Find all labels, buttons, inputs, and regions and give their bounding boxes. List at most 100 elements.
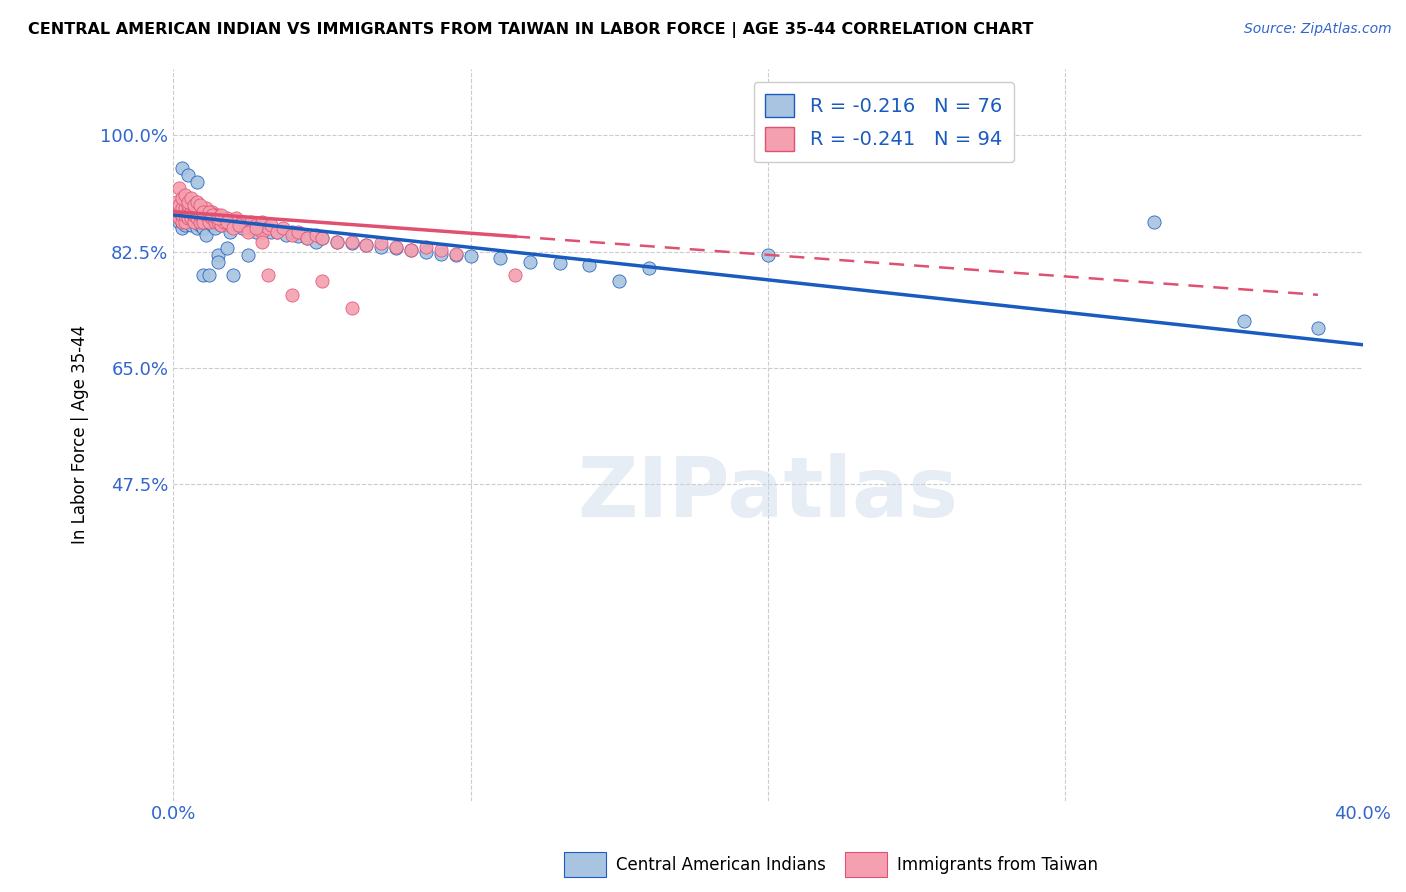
Point bbox=[242, 221, 264, 235]
Point bbox=[430, 246, 453, 260]
Point bbox=[198, 208, 221, 222]
Point bbox=[167, 214, 190, 228]
Point bbox=[174, 218, 197, 232]
Point bbox=[201, 208, 224, 222]
Point bbox=[252, 235, 274, 249]
Point bbox=[281, 227, 304, 242]
Point bbox=[340, 235, 363, 250]
Point bbox=[239, 214, 262, 228]
Point bbox=[228, 214, 250, 228]
Point bbox=[183, 198, 205, 212]
Point bbox=[215, 241, 238, 255]
Point bbox=[172, 202, 194, 216]
Text: Source: ZipAtlas.com: Source: ZipAtlas.com bbox=[1244, 22, 1392, 37]
Point bbox=[519, 254, 541, 268]
Point bbox=[257, 221, 280, 235]
Point bbox=[198, 211, 221, 226]
Point bbox=[165, 202, 187, 216]
Point bbox=[204, 208, 226, 222]
Point bbox=[225, 211, 247, 226]
Point bbox=[165, 208, 187, 222]
Point bbox=[207, 214, 229, 228]
Point bbox=[198, 214, 221, 228]
Point bbox=[186, 198, 208, 212]
Point bbox=[186, 221, 208, 235]
Point bbox=[191, 268, 214, 282]
Point bbox=[356, 238, 378, 252]
Point bbox=[221, 268, 243, 282]
Point bbox=[311, 231, 333, 245]
Point bbox=[180, 191, 202, 205]
Legend: R = -0.216   N = 76, R = -0.241   N = 94: R = -0.216 N = 76, R = -0.241 N = 94 bbox=[754, 82, 1014, 162]
Point bbox=[311, 231, 333, 245]
Point bbox=[188, 208, 211, 222]
Point bbox=[188, 198, 211, 212]
Point bbox=[172, 214, 194, 228]
Point bbox=[165, 194, 187, 209]
Point bbox=[207, 254, 229, 268]
Point bbox=[183, 202, 205, 216]
Point bbox=[186, 204, 208, 219]
Point bbox=[180, 218, 202, 232]
Point bbox=[183, 204, 205, 219]
Point bbox=[174, 188, 197, 202]
Point bbox=[326, 235, 349, 249]
Point bbox=[281, 225, 304, 239]
Point bbox=[236, 218, 259, 232]
Point bbox=[221, 214, 243, 228]
Y-axis label: In Labor Force | Age 35-44: In Labor Force | Age 35-44 bbox=[72, 325, 89, 544]
Point bbox=[245, 221, 267, 235]
Point bbox=[204, 221, 226, 235]
Point bbox=[209, 218, 232, 232]
Point bbox=[295, 231, 318, 245]
Point bbox=[207, 248, 229, 262]
Point bbox=[548, 256, 571, 270]
Point bbox=[370, 240, 392, 254]
Point bbox=[370, 235, 392, 250]
Point bbox=[221, 221, 243, 235]
Point bbox=[215, 214, 238, 228]
Point bbox=[385, 241, 408, 255]
Point bbox=[201, 211, 224, 226]
Point bbox=[180, 211, 202, 226]
Point bbox=[340, 235, 363, 249]
Point bbox=[1233, 314, 1256, 328]
Point bbox=[167, 211, 190, 226]
Point bbox=[221, 214, 243, 228]
Point bbox=[252, 214, 274, 228]
Point bbox=[212, 214, 235, 228]
Point bbox=[638, 261, 661, 276]
Point bbox=[188, 211, 211, 226]
Point bbox=[177, 198, 200, 212]
Point bbox=[174, 211, 197, 226]
Point bbox=[177, 211, 200, 226]
Point bbox=[180, 204, 202, 219]
Point bbox=[266, 225, 288, 239]
Point bbox=[257, 268, 280, 282]
Point bbox=[191, 204, 214, 219]
Point bbox=[186, 175, 208, 189]
Point bbox=[444, 246, 467, 260]
Point bbox=[236, 248, 259, 262]
Point bbox=[186, 214, 208, 228]
Point bbox=[578, 258, 600, 272]
Point bbox=[177, 168, 200, 182]
Point bbox=[191, 214, 214, 228]
Point bbox=[295, 231, 318, 245]
Point bbox=[207, 211, 229, 226]
Point bbox=[165, 208, 187, 222]
Point bbox=[311, 275, 333, 289]
Point bbox=[191, 211, 214, 226]
Point bbox=[260, 218, 283, 232]
Point bbox=[167, 204, 190, 219]
Point bbox=[218, 225, 240, 239]
Point bbox=[326, 235, 349, 249]
Point bbox=[177, 194, 200, 209]
Point bbox=[252, 218, 274, 232]
Point bbox=[174, 202, 197, 216]
Point bbox=[415, 240, 437, 254]
Point bbox=[204, 214, 226, 228]
Point bbox=[209, 218, 232, 232]
Point bbox=[183, 208, 205, 222]
Point bbox=[236, 225, 259, 239]
